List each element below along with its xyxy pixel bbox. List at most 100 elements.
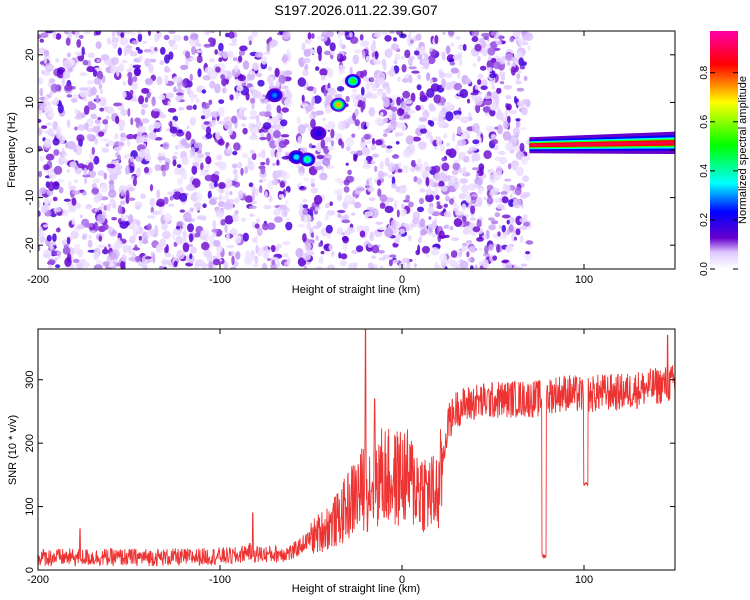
- heatmap-cell: [371, 138, 376, 146]
- heatmap-cell: [404, 49, 411, 59]
- heatmap-cell: [195, 97, 200, 104]
- heatmap-cell: [103, 106, 109, 112]
- heatmap-cell: [355, 245, 364, 253]
- heatmap-cell: [276, 113, 283, 119]
- heatmap-cell: [257, 79, 265, 87]
- heatmap-cell: [421, 60, 429, 65]
- heatmap-cell: [514, 186, 522, 196]
- heatmap-cell: [494, 156, 502, 162]
- heatmap-cell: [79, 214, 83, 219]
- heatmap-cell: [310, 232, 315, 239]
- heatmap-cell: [59, 156, 67, 162]
- heatmap-cell: [186, 105, 193, 111]
- heatmap-cell: [109, 41, 117, 45]
- heatmap-cell: [315, 266, 323, 269]
- heatmap-cell: [472, 62, 476, 68]
- heatmap-cell: [397, 168, 403, 173]
- heatmap-cell: [172, 159, 177, 167]
- heatmap-cell: [102, 223, 109, 230]
- heatmap-cell: [486, 67, 493, 72]
- heatmap-cell: [252, 89, 256, 93]
- heatmap-cell: [338, 138, 343, 146]
- heatmap-cell: [122, 244, 129, 254]
- heatmap-cell: [166, 191, 175, 196]
- heatmap-cell: [329, 42, 336, 52]
- heatmap-cell: [430, 83, 440, 92]
- heatmap-cell: [354, 119, 360, 127]
- heatmap-cell: [185, 254, 190, 264]
- heatmap-cell: [441, 162, 450, 172]
- heatmap-cell: [284, 151, 291, 156]
- heatmap-cell: [189, 116, 197, 126]
- heatmap-cell: [350, 36, 359, 44]
- heatmap-cell: [285, 185, 291, 193]
- heatmap-cell: [93, 77, 101, 85]
- heatmap-cell: [83, 97, 88, 102]
- heatmap-cell: [268, 36, 273, 42]
- heatmap-cell: [237, 74, 246, 82]
- heatmap-cell: [134, 255, 142, 262]
- heatmap-cell: [317, 158, 324, 163]
- heatmap-cell: [245, 250, 250, 256]
- heatmap-cell: [390, 106, 398, 112]
- heatmap-cell: [260, 131, 264, 142]
- heatmap-cell: [285, 221, 293, 231]
- heatmap-cell: [425, 193, 434, 203]
- heatmap-cell: [476, 219, 482, 228]
- heatmap-cell: [130, 176, 135, 180]
- heatmap-cell: [308, 143, 313, 148]
- heatmap-cell: [260, 166, 266, 175]
- heatmap-cell: [361, 136, 365, 143]
- heatmap-cell: [411, 70, 420, 74]
- heatmap-cell: [312, 225, 320, 230]
- heatmap-cell: [115, 115, 120, 125]
- heatmap-cell: [460, 133, 467, 140]
- heatmap-cell: [381, 96, 390, 101]
- heatmap-cell: [45, 65, 55, 70]
- heatmap-cell: [257, 152, 265, 158]
- heatmap-cell: [424, 166, 432, 172]
- heatmap-cell: [499, 81, 505, 85]
- heatmap-cell: [345, 145, 351, 151]
- heatmap-cell: [88, 234, 92, 240]
- heatmap-cell: [164, 54, 170, 64]
- heatmap-cell: [176, 92, 184, 96]
- heatmap-cell: [485, 126, 495, 132]
- heatmap-cell: [525, 240, 534, 245]
- heatmap-cell: [131, 40, 139, 45]
- heatmap-cell: [370, 208, 379, 219]
- heatmap-cell: [64, 84, 73, 92]
- snr-frame: [37, 328, 676, 571]
- heatmap-cell: [370, 93, 378, 99]
- heatmap-cell: [386, 87, 391, 95]
- heatmap-cell: [330, 140, 335, 147]
- heatmap-cell: [120, 189, 125, 197]
- heatmap-cell: [177, 129, 183, 134]
- heatmap-cell: [388, 68, 395, 77]
- heatmap-cell: [416, 47, 421, 51]
- heatmap-cell: [309, 206, 315, 212]
- heatmap-cell: [508, 109, 518, 115]
- heatmap-cell: [385, 147, 393, 154]
- heatmap-cell: [471, 36, 479, 43]
- heatmap-cell: [348, 32, 353, 38]
- heatmap-cell: [249, 213, 255, 217]
- heatmap-cell: [173, 226, 183, 236]
- heatmap-cell: [377, 170, 384, 180]
- heatmap-cell: [310, 187, 319, 194]
- heatmap-cell: [132, 247, 141, 251]
- heatmap-cell: [388, 120, 397, 125]
- heatmap-cell: [100, 203, 105, 208]
- heatmap-cell: [517, 70, 522, 74]
- heatmap-cell: [212, 258, 221, 266]
- heatmap-cell: [366, 179, 370, 188]
- heatmap-cell: [266, 103, 272, 113]
- heatmap-cell: [151, 96, 156, 107]
- heatmap-cell: [449, 259, 458, 268]
- heatmap-cell: [125, 190, 130, 200]
- heatmap-cell: [426, 72, 431, 81]
- heatmap-cell: [405, 194, 411, 201]
- heatmap-cell: [169, 195, 174, 201]
- heatmap-cell: [498, 234, 507, 240]
- heatmap-cell: [261, 178, 268, 182]
